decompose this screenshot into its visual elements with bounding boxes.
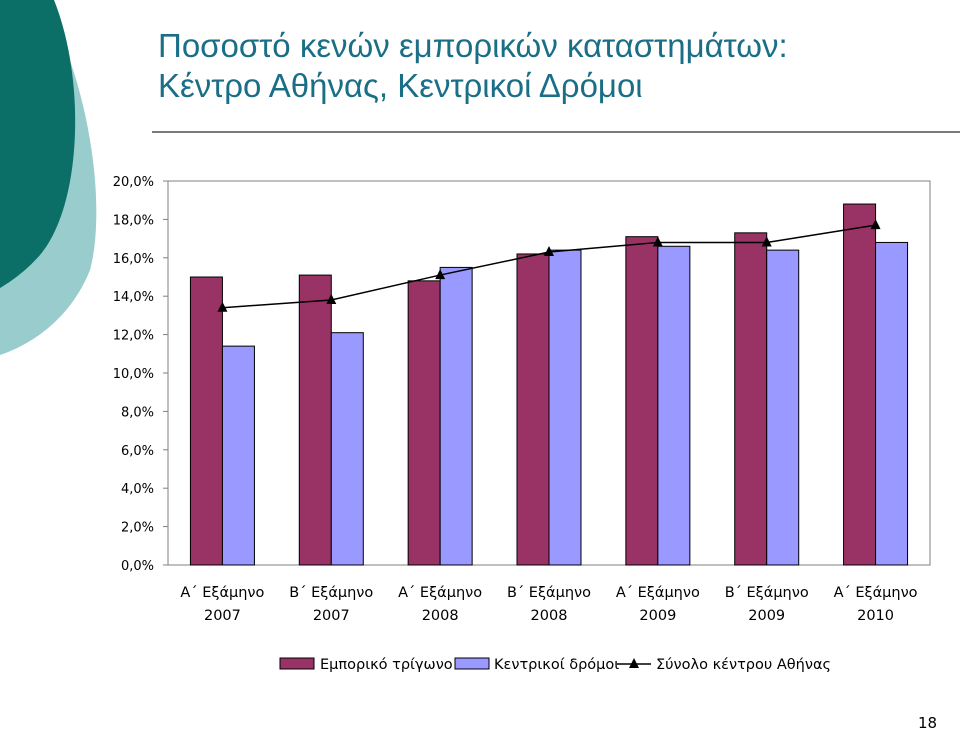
total-athens-marker [544, 246, 554, 257]
page-number: 18 [918, 714, 938, 732]
x-category-label: 2007 [204, 608, 241, 624]
legend-label-central: Κεντρικοί δρόμοι [494, 657, 619, 673]
total-athens-marker [652, 236, 663, 247]
x-category-label: Β΄ Εξάμηνο [289, 585, 373, 601]
legend-label-total: Σύνολο κέντρου Αθήνας [656, 657, 831, 673]
x-category-label: Α΄ Εξάμηνο [834, 585, 918, 601]
y-tick-label: 6,0% [121, 444, 154, 459]
x-category-label: 2008 [422, 608, 459, 624]
y-tick-label: 8,0% [121, 405, 154, 420]
y-tick-label: 14,0% [113, 290, 154, 305]
total-athens-marker [761, 236, 772, 247]
legend-swatch-commercial [279, 657, 315, 670]
legend-label-commercial: Εμπορικό τρίγωνο [320, 657, 453, 673]
legend-swatch-central [454, 657, 490, 670]
bar-central-streets [439, 266, 473, 566]
y-tick-label: 0,0% [121, 559, 154, 574]
slide-title: Ποσοστό κενών εμπορικών καταστημάτων: Κέ… [158, 26, 788, 106]
total-athens-marker [326, 294, 337, 305]
x-category-label: 2007 [313, 608, 350, 624]
x-category-label: Α΄ Εξάμηνο [398, 585, 482, 601]
total-athens-marker [870, 219, 881, 230]
title-line-2: Κέντρο Αθήνας, Κεντρικοί Δρόμοι [158, 67, 643, 104]
total-athens-marker [435, 269, 446, 280]
bar-commercial-triangle [189, 276, 223, 566]
y-tick-label: 20,0% [113, 175, 154, 190]
title-line-1: Ποσοστό κενών εμπορικών καταστημάτων: [158, 27, 788, 64]
y-tick-label: 2,0% [121, 521, 154, 536]
bar-commercial-triangle [734, 232, 768, 566]
dark-teal-arc [0, 0, 76, 288]
title-underline [152, 131, 960, 133]
total-athens-marker [217, 301, 228, 312]
bar-central-streets [875, 241, 909, 566]
y-axis: 0,0% 2,0% 4,0% 6,0% 8,0% 10,0% 12,0% 14,0% 16,0%… [113, 175, 168, 574]
x-category-label: Α΄ Εξάμηνο [616, 585, 700, 601]
bar-commercial-triangle [298, 274, 332, 566]
x-category-label: Α΄ Εξάμηνο [180, 585, 264, 601]
bar-central-streets [330, 332, 364, 566]
bar-series [189, 203, 909, 566]
bar-central-streets [657, 245, 691, 566]
bar-central-streets [548, 249, 582, 566]
y-tick-label: 12,0% [113, 329, 154, 344]
bar-central-streets [221, 345, 255, 566]
legend-marker-total [629, 658, 639, 668]
x-category-label: 2008 [531, 608, 568, 624]
x-category-label: 2010 [857, 608, 894, 624]
category-labels: Α΄ Εξάμηνο 2007 Β΄ Εξάμηνο 2007 Α΄ Εξάμηνο 20… [180, 585, 917, 624]
bar-commercial-triangle [516, 253, 550, 566]
x-category-label: 2009 [748, 608, 785, 624]
y-tick-label: 10,0% [113, 367, 154, 382]
y-tick-label: 4,0% [121, 482, 154, 497]
y-tick-label: 16,0% [113, 252, 154, 267]
x-category-label: Β΄ Εξάμηνο [507, 585, 591, 601]
y-tick-label: 18,0% [113, 213, 154, 228]
bar-commercial-triangle [843, 203, 877, 566]
bar-commercial-triangle [407, 280, 441, 566]
bar-commercial-triangle [625, 236, 659, 566]
x-category-label: Β΄ Εξάμηνο [725, 585, 809, 601]
bar-central-streets [766, 249, 800, 566]
x-category-label: 2009 [639, 608, 676, 624]
line-series [217, 219, 881, 312]
chart-legend: Εμπορικό τρίγωνο Κεντρικοί δρόμοι Σύνολο κ… [279, 657, 831, 673]
